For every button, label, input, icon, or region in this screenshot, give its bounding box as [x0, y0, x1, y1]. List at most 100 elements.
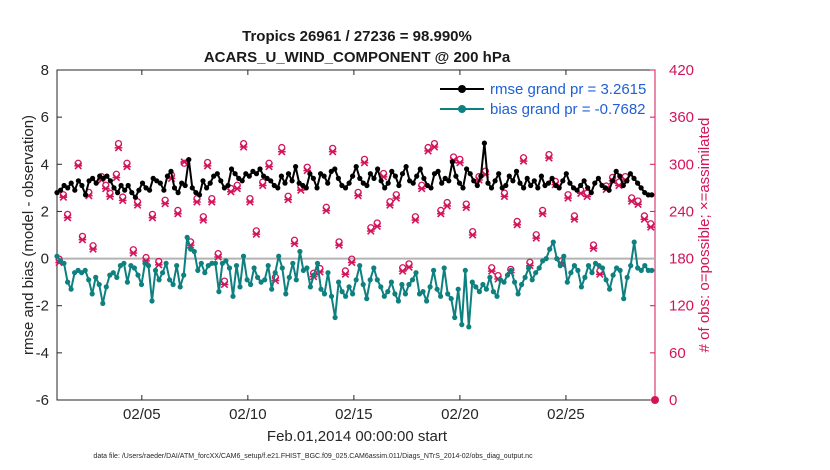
y-tick-label-left: -4 [36, 345, 49, 362]
rmse-point [428, 185, 434, 191]
assimilated-marker [133, 201, 142, 209]
bias-point [152, 267, 159, 273]
chart-title-line1: Tropics 26961 / 27236 = 98.990% [242, 28, 472, 45]
rmse-point [132, 194, 138, 200]
bias-point [89, 291, 95, 297]
bias-point [283, 291, 289, 297]
possible-marker [180, 159, 188, 167]
rmse-point [617, 173, 623, 179]
assimilated-marker [123, 162, 131, 171]
bias-point [160, 270, 166, 276]
rmse-point [528, 182, 534, 189]
bias-point [628, 263, 634, 269]
bias-point [550, 239, 556, 245]
bias-point [445, 291, 451, 297]
rmse-point [414, 173, 420, 179]
y-tick-label-left: 2 [41, 203, 49, 220]
assimilated-marker [462, 203, 471, 212]
rmse-point [353, 164, 359, 170]
assimilated-marker [532, 234, 541, 242]
rmse-point [464, 166, 470, 172]
rmse-point [460, 185, 466, 191]
bias-point [360, 281, 366, 288]
rmse-point [147, 187, 153, 193]
bias-point [248, 281, 254, 288]
bias-point [469, 279, 475, 285]
bias-point [346, 284, 352, 290]
bias-point [226, 265, 233, 271]
bias-point [198, 260, 204, 266]
assimilated-marker [627, 197, 636, 205]
assimilated-marker [193, 198, 201, 206]
bias-point [568, 270, 574, 276]
bias-point [367, 277, 373, 283]
rmse-point [293, 164, 299, 170]
y-tick-label-right: 360 [669, 109, 694, 126]
bias-point [554, 256, 560, 262]
assimilated-marker [354, 191, 362, 200]
assimilated-marker [646, 223, 655, 231]
bias-point [177, 284, 183, 290]
bias-point [374, 277, 380, 283]
rmse-point [385, 180, 391, 186]
x-tick-label: 02/10 [229, 406, 267, 423]
rmse-point [225, 182, 231, 189]
rmse-point [421, 175, 427, 181]
assimilated-marker [456, 158, 464, 167]
rmse-point [449, 159, 455, 165]
assimilated-marker [398, 267, 407, 275]
bias-point [399, 281, 405, 288]
rmse-point [350, 173, 356, 179]
rmse-point [189, 185, 195, 191]
rmse-point [228, 166, 235, 172]
bias-point [336, 279, 342, 285]
bias-point [96, 281, 102, 288]
assimilated-marker [154, 261, 163, 269]
bias-point [508, 267, 514, 273]
assimilated-marker [589, 244, 598, 253]
assimilated-marker [129, 249, 138, 257]
rmse-point [535, 185, 541, 191]
rmse-point [104, 173, 110, 179]
rmse-point [538, 173, 545, 179]
bias-point [571, 263, 578, 269]
rmse-point [268, 178, 274, 184]
bias-point [328, 293, 335, 299]
bias-point [124, 279, 130, 285]
bias-point [459, 322, 465, 328]
bias-point [230, 293, 236, 299]
rmse-point [481, 140, 487, 146]
assimilated-marker [252, 230, 261, 238]
bias-point [103, 284, 109, 290]
y-tick-label-left: 6 [41, 109, 49, 126]
possible-marker-end [651, 396, 659, 404]
rmse-point [435, 168, 441, 174]
bias-point [529, 277, 535, 283]
rmse-point [492, 178, 498, 184]
bias-point [240, 253, 247, 259]
x-ticks: 02/05 02/10 02/15 02/20 02/25 [123, 70, 585, 423]
bias-point [536, 265, 542, 271]
rmse-point [175, 190, 181, 196]
rmse-point [563, 171, 569, 177]
rmse-point [75, 178, 81, 184]
bias-point [561, 253, 567, 259]
bias-point [68, 286, 74, 292]
rmse-point [585, 185, 591, 191]
rmse-point [456, 180, 463, 186]
assimilated-marker [59, 193, 68, 202]
assimilated-marker [265, 162, 273, 171]
assimilated-marker [341, 270, 350, 279]
assimilated-marker [203, 162, 212, 170]
bias-point [86, 277, 92, 283]
bias-point [223, 258, 229, 264]
bias-series [54, 234, 655, 330]
rmse-point [122, 187, 128, 193]
assimilated-marker [468, 231, 477, 239]
bias-point [624, 274, 630, 280]
assimilated-marker [570, 215, 579, 224]
assimilated-marker [430, 143, 439, 151]
assimilated-marker [214, 253, 223, 261]
assimilated-marker [634, 200, 642, 209]
rmse-point [503, 182, 509, 189]
